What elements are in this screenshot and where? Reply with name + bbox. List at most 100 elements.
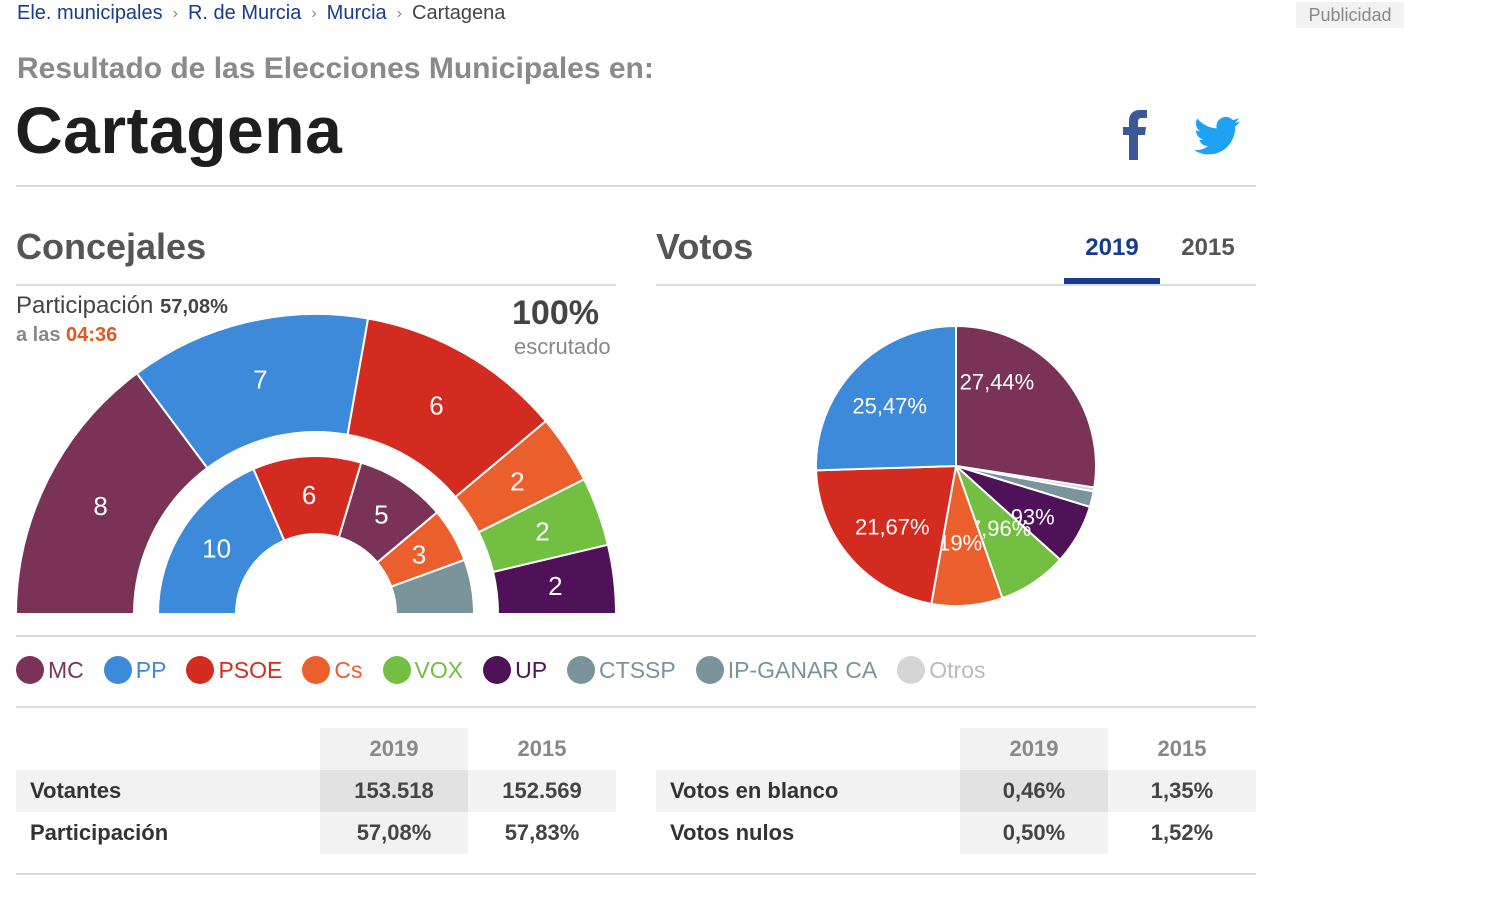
legend-swatch	[16, 656, 44, 684]
chart-divider	[16, 635, 1256, 637]
chevron-right-icon: ›	[311, 4, 317, 22]
legend-label: CTSSP	[599, 656, 676, 683]
legend-label: UP	[515, 656, 548, 683]
seat-label-outer-cs: 2	[510, 467, 524, 497]
concejales-title: Concejales	[16, 226, 207, 267]
legend-item-psoe: PSOE	[186, 656, 282, 684]
party-legend: MC PP PSOE Cs VOX UP CTSSP IP-GANAR CA Otros	[16, 656, 1006, 684]
seat-label-outer-pp: 7	[253, 364, 267, 394]
breadcrumb-link-province[interactable]: Murcia	[326, 2, 387, 24]
seat-label-outer-vox: 2	[535, 517, 549, 547]
legend-label: PP	[135, 656, 167, 683]
row-label: Participación	[30, 820, 169, 845]
legend-swatch	[382, 656, 411, 684]
seat-label-inner-mc: 5	[374, 500, 388, 530]
ad-label: Publicidad	[1296, 2, 1404, 28]
legend-swatch	[103, 656, 132, 684]
legend-divider	[16, 706, 1256, 708]
row-label: Votos nulos	[670, 820, 795, 845]
scrutinized-percentage: 100%	[512, 294, 599, 332]
legend-swatch	[897, 656, 926, 684]
votos-title: Votos	[656, 226, 754, 267]
pie-slice-pp	[815, 324, 957, 472]
legend-label: PSOE	[218, 656, 283, 683]
stats-table-blank-null: 2019 2015 Votos en blanco 0,46% 1,35% Vo…	[656, 728, 1256, 854]
legend-swatch	[186, 656, 215, 684]
value-2015: 152.569	[468, 770, 616, 812]
seat-label-outer-up: 2	[548, 571, 562, 601]
legend-item-ip-ganar-ca: IP-GANAR CA	[695, 656, 878, 684]
page-title: Cartagena	[15, 93, 343, 167]
seat-arc-outer-up	[491, 543, 618, 615]
participation-text: Participación	[16, 292, 154, 319]
breadcrumb-link-region[interactable]: R. de Murcia	[187, 2, 302, 24]
tab-2019[interactable]: 2019	[1085, 234, 1139, 261]
table-header-row: 2019 2015	[16, 728, 616, 770]
active-tab-indicator	[1064, 278, 1160, 284]
seat-label-inner-pp: 10	[202, 534, 231, 564]
legend-label: MC	[48, 656, 84, 683]
pie-label-pp: 25,47%	[852, 394, 927, 419]
participation-value: 57,08%	[160, 296, 228, 318]
column-header-2015: 2015	[517, 736, 567, 761]
facebook-icon[interactable]	[1118, 110, 1154, 160]
value-2019: 0,50%	[960, 812, 1108, 854]
footer-divider	[16, 873, 1256, 875]
legend-label: IP-GANAR CA	[727, 656, 878, 683]
pie-label-psoe: 21,67%	[855, 515, 930, 540]
table-header-row: 2019 2015	[656, 728, 1256, 770]
legend-label: VOX	[414, 656, 464, 683]
pie-slice-mc	[955, 324, 1097, 489]
seat-label-inner-psoe: 6	[302, 480, 316, 510]
table-row: Votantes 153.518 152.569	[16, 770, 616, 812]
chevron-right-icon: ›	[396, 4, 402, 22]
stats-table-turnout: 2019 2015 Votantes 153.518 152.569 Parti…	[16, 728, 616, 854]
legend-swatch	[567, 656, 596, 684]
value-2015: 1,52%	[1150, 820, 1214, 845]
table-row: Votos en blanco 0,46% 1,35%	[656, 770, 1256, 812]
legend-label: Cs	[334, 656, 363, 683]
value-2019: 57,08%	[320, 812, 468, 854]
legend-item-ctssp: CTSSP	[567, 656, 676, 684]
legend-item-up: UP	[483, 656, 547, 684]
legend-swatch	[483, 656, 512, 684]
legend-swatch	[695, 656, 724, 684]
pie-slice-psoe	[815, 464, 958, 605]
value-2015: 1,35%	[1108, 770, 1256, 812]
time-prefix: a las	[16, 324, 61, 346]
scrutinized-label: escrutado	[514, 334, 611, 359]
column-header-2015: 2015	[1157, 736, 1207, 761]
tab-2015[interactable]: 2015	[1181, 234, 1235, 261]
row-label: Votos en blanco	[656, 770, 960, 812]
value-2019: 0,46%	[960, 770, 1108, 812]
legend-item-otros: Otros	[897, 656, 986, 684]
value-2019: 153.518	[320, 770, 468, 812]
table-row: Participación 57,08% 57,83%	[16, 812, 616, 854]
row-label: Votantes	[16, 770, 320, 812]
table-row: Votos nulos 0,50% 1,52%	[656, 812, 1256, 854]
legend-swatch	[302, 656, 331, 684]
twitter-icon[interactable]	[1194, 116, 1240, 156]
legend-item-mc: MC	[16, 656, 84, 684]
time-value: 04:36	[66, 324, 118, 346]
participation-label: Participación 57,08%	[16, 292, 228, 320]
breadcrumb-link-elecciones[interactable]: Ele. municipales	[17, 2, 163, 24]
breadcrumb-current: Cartagena	[412, 2, 506, 24]
header-divider	[16, 185, 1256, 187]
seat-arc-inner-ip-ganar-ca	[389, 558, 476, 615]
concejales-divider	[16, 284, 616, 286]
chevron-right-icon: ›	[172, 4, 178, 22]
legend-label: Otros	[929, 656, 986, 683]
votos-divider	[656, 284, 1256, 286]
legend-item-cs: Cs	[302, 656, 363, 684]
seat-label-outer-psoe: 6	[429, 390, 443, 420]
legend-item-pp: PP	[103, 656, 167, 684]
seat-label-inner-cs: 3	[412, 540, 426, 570]
column-header-2019: 2019	[320, 728, 468, 770]
value-2015: 57,83%	[504, 820, 580, 845]
breadcrumb: Ele. municipales › R. de Murcia › Murcia…	[17, 2, 505, 25]
column-header-2019: 2019	[960, 728, 1108, 770]
legend-item-vox: VOX	[382, 656, 464, 684]
votes-pie-chart: 27,44%6,93%7,96%8,19%21,67%25,47%	[815, 324, 1097, 607]
